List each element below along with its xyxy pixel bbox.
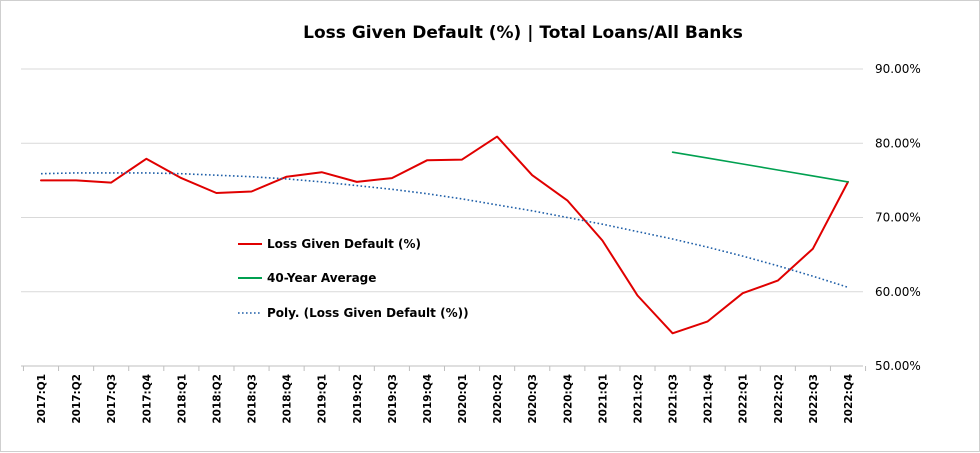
x-tick-label: 2017:Q2 xyxy=(71,374,83,424)
chart-title: Loss Given Default (%) | Total Loans/All… xyxy=(303,23,743,43)
x-tick-label: 2019:Q3 xyxy=(387,374,399,424)
series-line-2 xyxy=(40,172,849,289)
y-tick-label: 90.00% xyxy=(875,62,921,76)
x-tick-label: 2017:Q3 xyxy=(106,374,118,424)
series-layer xyxy=(40,135,849,335)
x-tick-label: 2020:Q1 xyxy=(457,374,469,424)
x-tick-label: 2021:Q1 xyxy=(597,374,609,424)
series-line-1 xyxy=(671,151,849,183)
y-tick-label: 60.00% xyxy=(875,285,921,299)
x-tick-label: 2021:Q2 xyxy=(632,374,644,424)
x-tick-label: 2020:Q2 xyxy=(492,374,504,424)
x-tick-label: 2022:Q3 xyxy=(808,374,820,424)
x-tick-label: 2017:Q4 xyxy=(141,374,153,424)
x-tick-label: 2018:Q2 xyxy=(211,374,223,424)
axis-layer: 50.00% 60.00% 70.00% 80.00% 90.00% 2017:Q1 201… xyxy=(21,62,921,424)
y-tick-label: 80.00% xyxy=(875,136,921,150)
x-tick-label: 2019:Q2 xyxy=(352,374,364,424)
x-tick-label: 2020:Q3 xyxy=(527,374,539,424)
series-line-0 xyxy=(40,135,849,335)
x-tick-label: 2022:Q1 xyxy=(738,374,750,424)
y-tick-label: 50.00% xyxy=(875,359,921,373)
x-tick-label: 2017:Q1 xyxy=(36,374,48,424)
y-tick-label: 70.00% xyxy=(875,211,921,225)
legend: Loss Given Default (%) 40-Year Average Pol… xyxy=(238,237,469,320)
x-tick-label: 2019:Q1 xyxy=(317,374,329,424)
x-tick-label: 2018:Q3 xyxy=(247,374,259,424)
legend-label-1: 40-Year Average xyxy=(267,271,376,285)
x-tick-label: 2018:Q1 xyxy=(176,374,188,424)
legend-label-2: Poly. (Loss Given Default (%)) xyxy=(267,306,469,320)
x-tick-label: 2021:Q3 xyxy=(668,374,680,424)
x-tick-label: 2019:Q4 xyxy=(422,374,434,424)
legend-label-0: Loss Given Default (%) xyxy=(267,237,421,251)
x-tick-label: 2021:Q4 xyxy=(703,374,715,424)
grid-layer xyxy=(21,68,863,367)
x-tick-label: 2018:Q4 xyxy=(282,374,294,424)
x-tick-label: 2022:Q2 xyxy=(773,374,785,424)
x-tick-label: 2020:Q4 xyxy=(562,374,574,424)
x-tick-label: 2022:Q4 xyxy=(843,374,855,424)
